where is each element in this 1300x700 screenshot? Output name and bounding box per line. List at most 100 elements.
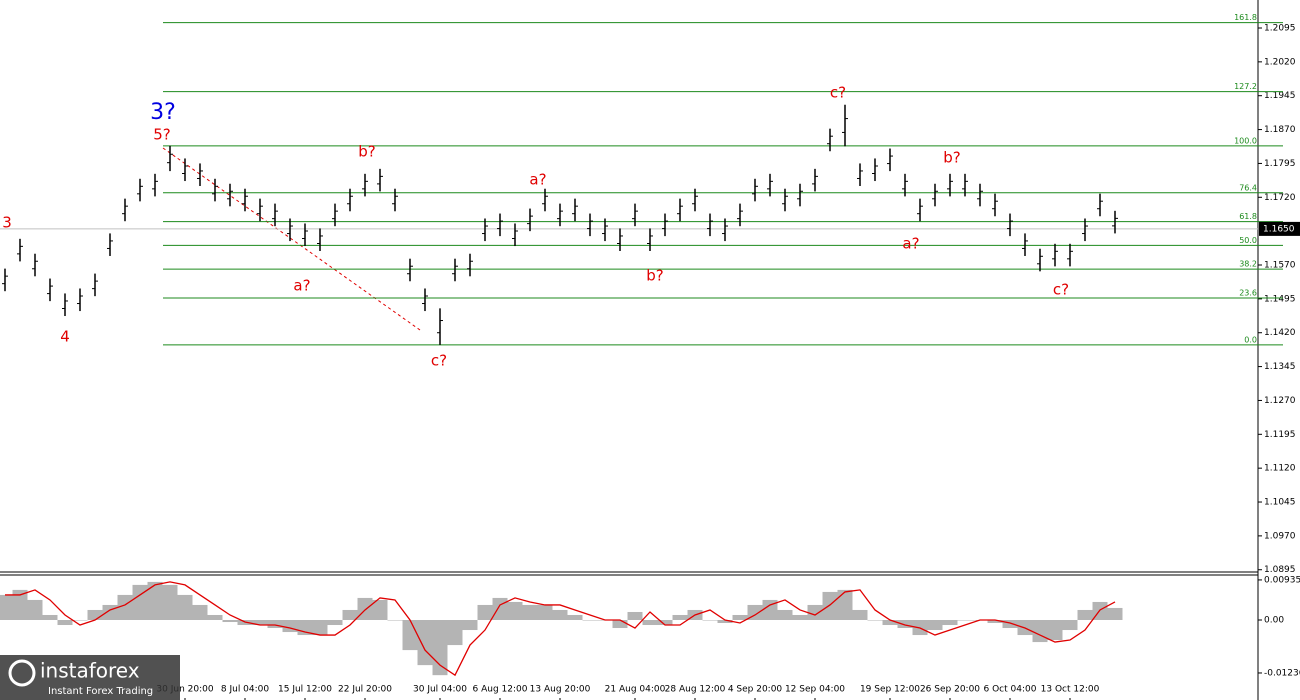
histogram-bar — [402, 620, 418, 651]
wave-label: 5? — [153, 126, 171, 144]
histogram-bar — [1047, 620, 1063, 641]
wave-label: a? — [902, 235, 919, 253]
histogram-bar — [252, 620, 268, 626]
y-tick-label: 1.1945 — [1264, 91, 1296, 101]
histogram-bar — [1107, 607, 1123, 620]
histogram-bar — [162, 584, 178, 620]
logo: instaforex Instant Forex Trading — [0, 655, 180, 700]
fib-label: 127.2 — [1234, 82, 1257, 91]
fib-label: 100.0 — [1234, 136, 1257, 145]
y-tick-label: 1.1045 — [1264, 498, 1296, 508]
histogram-bar — [672, 614, 688, 620]
wave-label: b? — [943, 149, 960, 167]
histogram-bar — [462, 620, 478, 631]
y-tick-label: 1.1795 — [1264, 159, 1296, 169]
histogram-bar — [867, 620, 883, 621]
histogram-bar — [957, 620, 973, 621]
histogram-bar — [987, 620, 1003, 623]
fib-label: 76.4 — [1239, 183, 1257, 192]
histogram-bar — [0, 594, 13, 620]
x-tick-label: 4 Sep 20:00 — [728, 685, 783, 695]
wave-label: c? — [431, 352, 447, 370]
histogram-bar — [822, 591, 838, 620]
histogram-bar — [1077, 609, 1093, 620]
logo-tagline: Instant Forex Trading — [48, 686, 153, 697]
histogram-bar — [567, 614, 583, 620]
histogram-bar — [12, 589, 28, 620]
y-tick-label: 1.0895 — [1264, 565, 1296, 575]
x-tick-label: 15 Jul 12:00 — [278, 685, 332, 695]
fib-label: 0.0 — [1244, 335, 1257, 344]
y-tick-label: 1.1870 — [1264, 125, 1296, 135]
histogram-bar — [792, 614, 808, 620]
y-tick-label: 1.1720 — [1264, 193, 1296, 203]
histogram-bar — [312, 620, 328, 636]
wave-connector — [162, 147, 421, 331]
histogram-bar — [102, 604, 118, 620]
x-tick-label: 22 Jul 20:00 — [338, 685, 392, 695]
histogram-bar — [807, 604, 823, 620]
histogram-bar — [762, 599, 778, 620]
y-tick-label: 1.2020 — [1264, 57, 1296, 67]
histogram-bar — [717, 620, 733, 623]
histogram-bar — [537, 604, 553, 620]
fib-label: 161.8 — [1234, 13, 1257, 22]
histogram-bar — [417, 620, 433, 666]
wave-label: a? — [293, 277, 310, 295]
histogram-bar — [57, 620, 73, 626]
histogram-bar — [1032, 620, 1048, 643]
wave-label: 3? — [150, 100, 176, 125]
y-tick-label: 1.1495 — [1264, 294, 1296, 304]
x-tick-label: 13 Aug 20:00 — [530, 685, 591, 695]
wave-label: 4 — [60, 328, 70, 346]
histogram-bar — [897, 620, 913, 629]
histogram-bar — [732, 614, 748, 620]
y-tick-label: 1.1420 — [1264, 328, 1296, 338]
histogram-bar — [492, 597, 508, 620]
histogram-bar — [222, 620, 238, 623]
wave-label: b? — [646, 267, 663, 285]
histogram-bar — [582, 620, 598, 621]
wave-label: b? — [358, 143, 375, 161]
histogram-bar — [642, 620, 658, 626]
y-tick-label: 1.1120 — [1264, 464, 1296, 474]
histogram-bar — [267, 620, 283, 629]
x-tick-label: 19 Sep 12:00 — [860, 685, 920, 695]
histogram-bar — [132, 584, 148, 620]
histogram-bar — [327, 620, 343, 626]
fib-label: 61.8 — [1239, 212, 1257, 221]
histogram-bar — [432, 620, 448, 676]
histogram-bar — [552, 609, 568, 620]
histogram-bar — [477, 604, 493, 620]
y-tick-label: 1.1270 — [1264, 396, 1296, 406]
histogram-bar — [507, 601, 523, 620]
histogram-bar — [702, 620, 718, 621]
x-tick-label: 13 Oct 12:00 — [1041, 685, 1100, 695]
y-tick-label: 1.1345 — [1264, 362, 1296, 372]
signal-line — [5, 581, 1116, 677]
y-tick-label: 1.0970 — [1264, 531, 1296, 541]
histogram-bar — [372, 599, 388, 620]
wave-label: c? — [830, 84, 846, 102]
histogram-bar — [627, 611, 643, 620]
y-tick-label: 1.2095 — [1264, 23, 1296, 33]
histogram-bar — [927, 620, 943, 631]
fib-label: 50.0 — [1239, 236, 1257, 245]
y-tick-label: -0.01236 — [1264, 668, 1300, 678]
fib-label: 23.6 — [1239, 288, 1257, 297]
current-price-label: 1.1650 — [1263, 224, 1295, 234]
x-tick-label: 30 Jul 04:00 — [413, 685, 467, 695]
histogram-bar — [447, 620, 463, 646]
histogram-bar — [42, 614, 58, 620]
fib-label: 38.2 — [1239, 260, 1257, 269]
histogram-bar — [117, 594, 133, 620]
x-tick-label: 8 Jul 04:00 — [221, 685, 270, 695]
histogram-bar — [852, 609, 868, 620]
histogram-bar — [612, 620, 628, 629]
histogram-bar — [177, 594, 193, 620]
histogram-bar — [72, 620, 88, 621]
x-tick-label: 30 Jun 20:00 — [156, 685, 213, 695]
current-price-box — [1259, 221, 1300, 236]
